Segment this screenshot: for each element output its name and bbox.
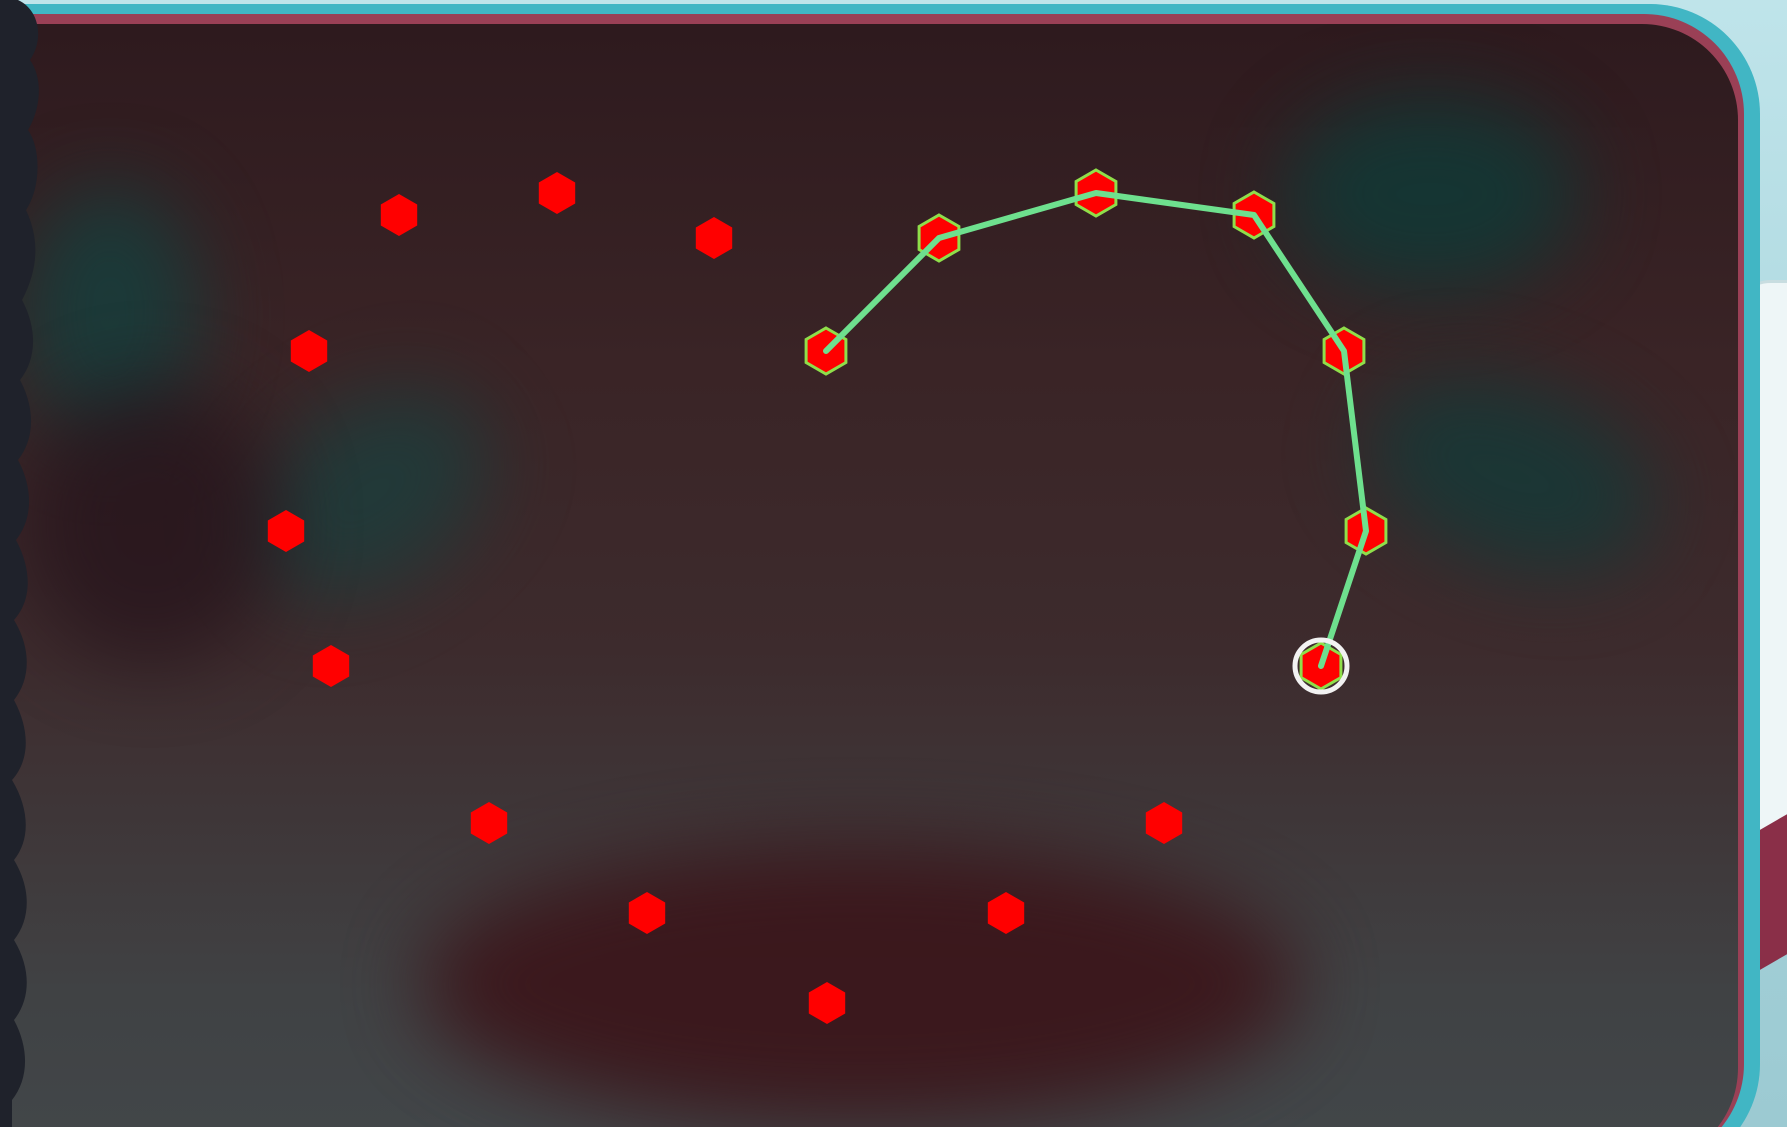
hexagon-node-icon[interactable] bbox=[312, 645, 350, 687]
game-board[interactable] bbox=[0, 24, 1738, 1127]
hexagon-node-icon[interactable] bbox=[538, 172, 576, 214]
hexagon-node-icon[interactable] bbox=[1145, 802, 1183, 844]
hexagon-node-icon[interactable] bbox=[290, 330, 328, 372]
hexagon-node-icon[interactable] bbox=[987, 892, 1025, 934]
hexagon-node-icon[interactable] bbox=[267, 510, 305, 552]
hexagon-node-icon[interactable] bbox=[808, 982, 846, 1024]
cursor-layer bbox=[823, 190, 1369, 695]
background-blob bbox=[20, 384, 280, 664]
left-edge-decoration bbox=[0, 0, 39, 1127]
connection-path-line bbox=[823, 190, 1369, 669]
hexagon-node-icon[interactable] bbox=[470, 802, 508, 844]
hexagon-node-icon[interactable] bbox=[380, 194, 418, 236]
hexagon-node-icon[interactable] bbox=[628, 892, 666, 934]
background-blob bbox=[420, 844, 1300, 1124]
background-blob bbox=[1280, 94, 1580, 294]
selection-ring-icon bbox=[1292, 637, 1350, 695]
hexagon-node-icon[interactable] bbox=[695, 217, 733, 259]
node-grid[interactable] bbox=[267, 168, 1388, 1024]
